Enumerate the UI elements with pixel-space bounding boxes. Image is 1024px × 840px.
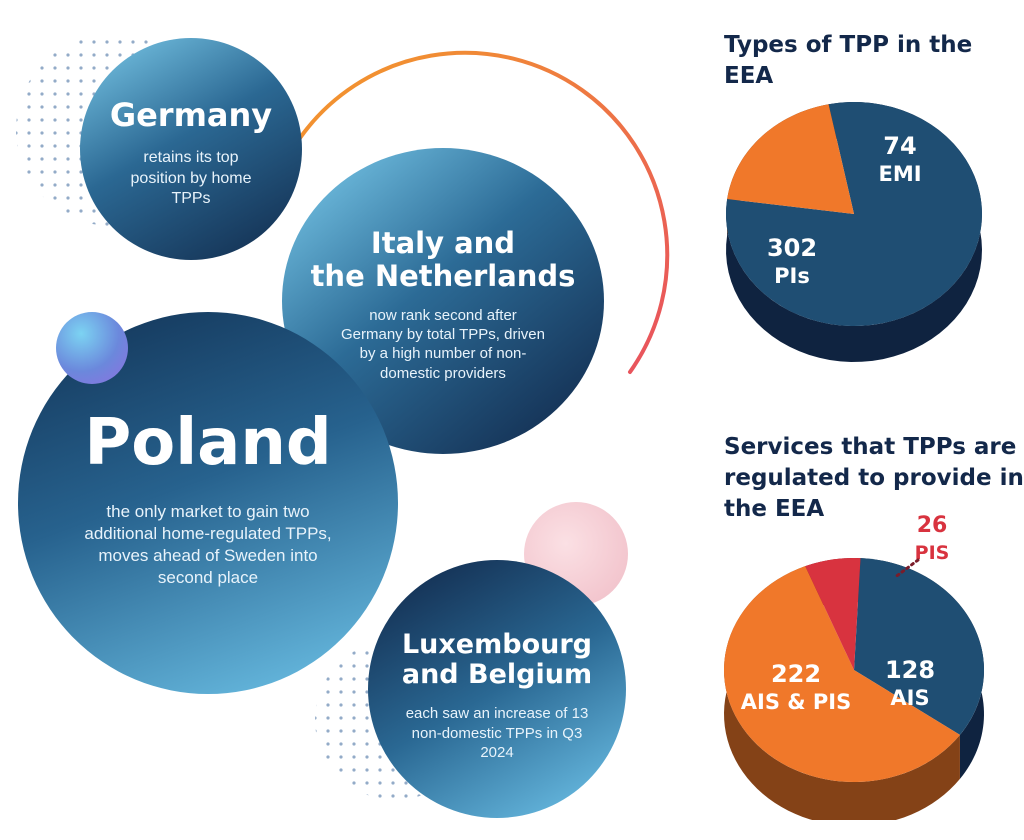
pis-leader-line <box>892 558 920 580</box>
italy-title: Italy and the Netherlands <box>311 227 576 292</box>
italy-title-line1: Italy and <box>370 226 516 261</box>
italy-text: now rank second after Germany by total T… <box>341 307 545 382</box>
purple-decorative-circle <box>56 312 128 384</box>
pie-value-label: 26 <box>917 513 948 538</box>
pie-category-label: PIS <box>915 542 950 564</box>
pie-category-label: AIS <box>890 686 929 710</box>
lux-title-line2: and Belgium <box>401 659 593 691</box>
services-title: Services that TPPs are regulated to prov… <box>724 434 1024 523</box>
germany-bubble: Germany retains its top position by home… <box>80 38 302 260</box>
italy-netherlands-bubble: Italy and the Netherlands now rank secon… <box>282 148 604 454</box>
poland-text: the only market to gain two additional h… <box>84 502 332 587</box>
pie-category-label: PIs <box>774 264 810 288</box>
luxembourg-belgium-bubble: Luxembourg and Belgium each saw an incre… <box>368 560 626 818</box>
germany-title: Germany <box>109 96 273 135</box>
orange-arc <box>298 50 670 374</box>
germany-text: retains its top position by home TPPs <box>130 149 252 208</box>
pie-slice-emi <box>727 104 854 214</box>
pie-value-label: 128 <box>885 656 935 684</box>
tpp-types-title: Types of TPP in the EEA <box>724 32 973 90</box>
poland-title: Poland <box>84 405 332 480</box>
lux-title-line1: Luxembourg <box>401 628 592 660</box>
pie-value-label: 302 <box>767 234 817 262</box>
pie-slice-ais-pis <box>724 566 960 782</box>
lux-text: each saw an increase of 13 non-domestic … <box>405 705 589 761</box>
lux-title: Luxembourg and Belgium <box>401 628 593 691</box>
italy-title-line2: the Netherlands <box>310 258 576 293</box>
pie-value-label: 222 <box>771 660 821 688</box>
pie-slice-pis <box>805 558 861 670</box>
pie-value-label: 74 <box>883 132 916 160</box>
pie-category-label: AIS & PIS <box>741 690 851 714</box>
pie-side-ais-pis <box>724 566 960 820</box>
pie-slice-ais <box>854 558 984 735</box>
pie-category-label: EMI <box>878 162 921 186</box>
